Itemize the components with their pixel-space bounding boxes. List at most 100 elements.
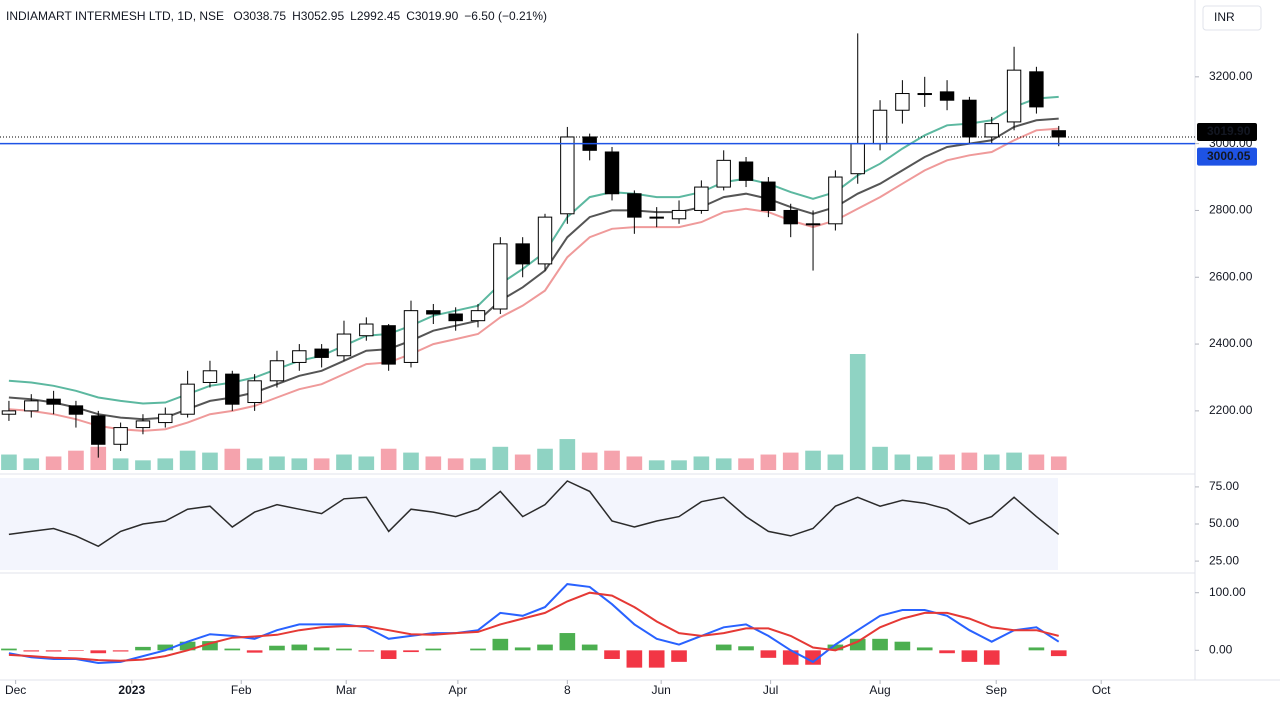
symbol-title: INDIAMART INTERMESH LTD, 1D, NSE — [6, 9, 225, 23]
histogram-bar — [715, 644, 732, 651]
histogram-bar — [581, 644, 598, 651]
candle-body — [135, 420, 151, 429]
histogram-bar — [291, 644, 308, 651]
candle-body — [515, 243, 530, 265]
volume-bar — [872, 446, 888, 470]
volume-bar — [269, 456, 285, 470]
histogram-bar — [827, 644, 844, 651]
candle-body — [671, 209, 687, 220]
volume-bar — [537, 448, 553, 470]
volume-bar — [380, 448, 397, 470]
candle-body — [694, 186, 709, 211]
volume-bar — [827, 454, 844, 470]
header: INDIAMART INTERMESH LTD, 1D, NSE O3038.7… — [6, 9, 553, 23]
volume-bar — [715, 458, 732, 470]
candle-body — [46, 398, 61, 405]
volume-bar — [90, 446, 107, 470]
y-tick-label: 100.00 — [1209, 585, 1246, 599]
volume-bar — [1, 454, 17, 470]
volume-bar — [760, 454, 777, 470]
histogram-bar — [157, 644, 174, 651]
histogram-bar — [983, 650, 1000, 665]
ohlc-value: H3052.95 — [292, 9, 345, 23]
volume-bar — [246, 458, 263, 470]
candle-body — [649, 216, 664, 219]
histogram-bar — [805, 650, 821, 665]
histogram-bar — [224, 648, 241, 651]
candle-body — [850, 143, 865, 175]
candle-body — [984, 123, 999, 138]
signal-line — [8, 591, 1059, 662]
currency-button[interactable] — [1202, 5, 1262, 31]
candle-body — [202, 370, 218, 383]
histogram-bar — [648, 650, 665, 668]
histogram-bar — [760, 650, 777, 658]
currency[interactable]: INR — [1214, 10, 1235, 24]
candle-body — [470, 310, 486, 322]
candle-body — [895, 93, 910, 111]
histogram-bar — [202, 641, 218, 651]
candle-body — [24, 400, 39, 412]
candle-body — [336, 333, 352, 357]
volume-bar — [782, 452, 799, 470]
histogram-bar — [403, 650, 419, 653]
volume-bar — [157, 458, 174, 470]
histogram-bar — [68, 650, 84, 651]
histogram-bar — [1028, 647, 1045, 651]
candle-body — [426, 310, 441, 315]
candle-body — [1029, 71, 1044, 108]
candle-body — [738, 161, 754, 181]
y-tick-label: 3200.00 — [1209, 69, 1253, 83]
volume-bar — [671, 460, 687, 470]
y-tick-label: 2800.00 — [1209, 203, 1253, 217]
volume-bar — [23, 458, 40, 470]
rsi-line — [8, 480, 1060, 548]
histogram-bar — [626, 650, 643, 668]
x-tick-label: Sep — [986, 683, 1008, 697]
x-tick-label: Jul — [763, 683, 778, 697]
volume-bar — [916, 456, 933, 470]
ohlc-value: C3019.90 — [406, 9, 459, 23]
y-tick-label: 2400.00 — [1209, 336, 1253, 350]
volume-bar — [939, 454, 955, 470]
candle-body — [939, 91, 955, 101]
volume-bar — [358, 456, 375, 470]
candle-body — [381, 325, 396, 365]
histogram-bar — [916, 647, 933, 651]
volume-bar — [983, 454, 1000, 470]
candle-body — [805, 223, 821, 226]
volume-bar — [626, 456, 643, 470]
ohlc-value: L2992.45 — [350, 9, 401, 23]
y-tick-label: 2600.00 — [1209, 269, 1253, 283]
histogram-bar — [738, 646, 754, 651]
histogram-bar — [782, 650, 799, 665]
candle-body — [225, 373, 240, 405]
histogram-bar — [514, 647, 531, 651]
histogram-bar — [492, 638, 509, 651]
volume-bar — [961, 452, 978, 470]
candle-body — [493, 243, 508, 310]
histogram-bar — [894, 641, 911, 651]
y-tick-label: 75.00 — [1209, 479, 1239, 493]
histogram-bar — [849, 638, 866, 651]
candle-body — [91, 415, 106, 445]
rsi-background — [0, 478, 1058, 570]
volume-bar — [581, 452, 598, 470]
volume-bar — [313, 458, 330, 470]
volume-bar — [224, 448, 241, 470]
candle-body — [180, 383, 195, 415]
x-tick-label: Feb — [231, 683, 252, 697]
volume-bar — [604, 450, 620, 470]
y-tick-label: 50.00 — [1209, 516, 1239, 530]
price-label-box — [1197, 122, 1257, 141]
volume-bar — [179, 450, 196, 470]
candle-body — [1, 410, 17, 415]
candle-body — [872, 109, 888, 145]
histogram-bar — [380, 650, 397, 659]
volume-bar — [470, 458, 486, 470]
histogram-bar — [671, 650, 687, 662]
volume-bar — [425, 456, 442, 470]
histogram-bar — [961, 650, 978, 662]
